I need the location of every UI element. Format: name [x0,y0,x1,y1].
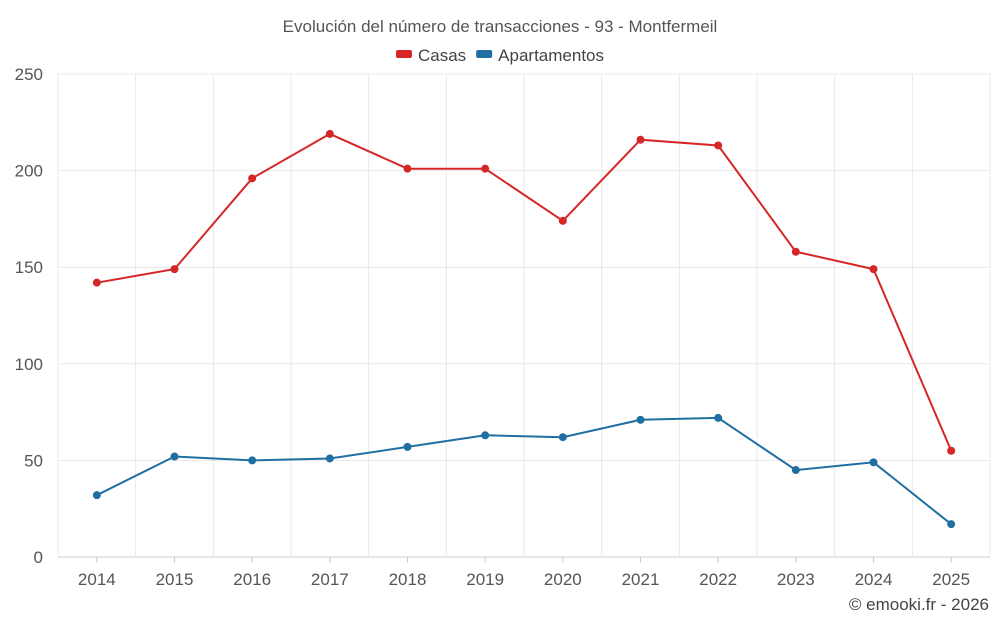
data-point-casas [170,265,179,274]
data-point-apartamentos [403,442,412,451]
legend-label-casas: Casas [418,46,466,65]
x-tick-label: 2023 [777,570,815,589]
data-point-casas [403,164,412,173]
x-tick-label: 2022 [699,570,737,589]
legend-swatch-casas [395,50,412,58]
series-line-casas [96,132,953,452]
data-point-casas [558,216,567,225]
data-point-casas [791,247,800,256]
series-line-apartamentos [96,416,952,525]
data-point-casas [947,446,956,455]
x-tick-label: 2017 [311,570,349,589]
x-tick-label: 2021 [622,570,660,589]
y-tick-label: 150 [15,258,43,277]
data-point-apartamentos [170,452,179,461]
x-tick-label: 2020 [544,570,582,589]
y-tick-label: 0 [34,548,43,567]
data-point-apartamentos [325,454,334,463]
credit-text: © emooki.fr - 2026 [849,595,989,614]
data-point-casas [92,278,101,287]
data-point-casas [325,129,334,138]
legend-swatch-apartamentos [476,50,493,58]
axes: 0 50 100 150 200 250 2014 2015 2016 2017 2018 2019 2… [15,65,970,589]
data-point-casas [636,135,645,144]
x-tick-label: 2024 [855,570,893,589]
y-tick-label: 200 [15,162,43,181]
data-point-casas [714,141,723,150]
x-tick-label: 2016 [233,570,271,589]
data-point-apartamentos [791,466,800,475]
data-point-apartamentos [947,520,956,529]
x-tick-label: 2025 [932,570,970,589]
data-point-casas [248,174,257,183]
x-tick-label: 2018 [389,570,427,589]
data-point-casas [869,265,878,274]
data-point-apartamentos [481,431,490,440]
data-point-apartamentos [558,433,567,442]
data-point-casas [481,164,490,173]
series-layer [92,129,956,529]
y-tick-label: 50 [24,451,43,470]
data-point-apartamentos [636,415,645,424]
y-tick-label: 250 [15,65,43,84]
x-tick-label: 2014 [78,570,116,589]
legend-label-apartamentos: Apartamentos [498,46,604,65]
x-tick-label: 2019 [466,570,504,589]
data-point-apartamentos [248,456,257,465]
data-point-apartamentos [714,413,723,422]
x-tick-label: 2015 [156,570,194,589]
chart-title: Evolución del número de transacciones - … [283,17,718,36]
legend: Casas Apartamentos [395,46,604,65]
data-point-apartamentos [92,491,101,500]
y-tick-label: 100 [15,355,43,374]
data-point-apartamentos [869,458,878,467]
grid [57,73,991,558]
